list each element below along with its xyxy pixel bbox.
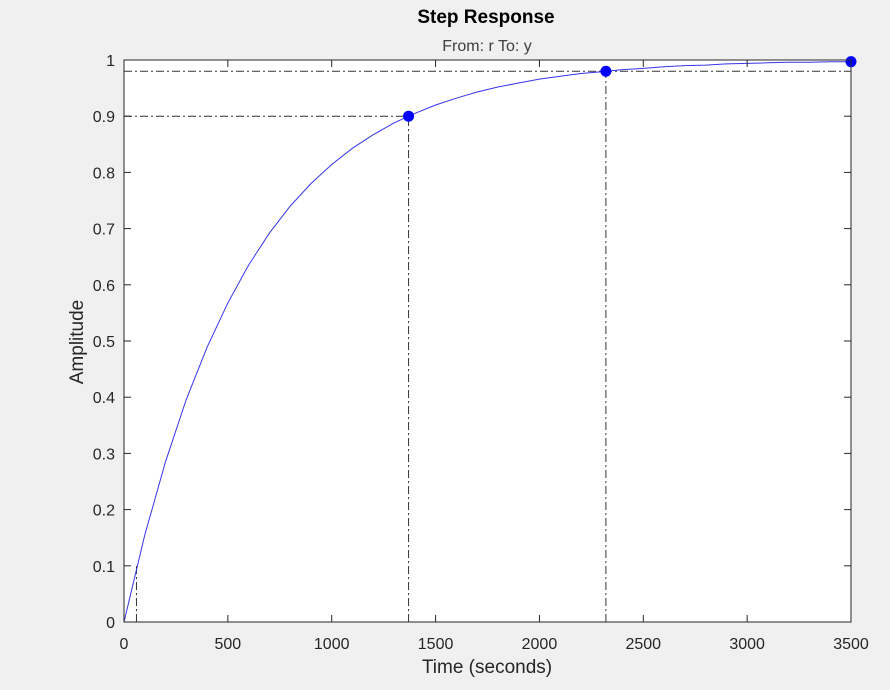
x-tick-label: 1000: [314, 636, 350, 653]
axis-tick-labels: 0 500 1000 1500 2000 2500 3000 3500 0 0.1 0.2 0.3 0.…: [93, 53, 869, 653]
characteristic-marker-1[interactable]: [600, 65, 612, 77]
y-tick-label: 0: [106, 615, 115, 632]
y-tick-label: 0.7: [93, 222, 115, 239]
axis-ticks: [123, 59, 852, 623]
y-axis-label: Amplitude: [67, 300, 88, 385]
y-tick-label: 1: [106, 53, 115, 70]
x-tick-label: 3500: [833, 636, 869, 653]
y-tick-label: 0.6: [93, 278, 115, 295]
chart-subtitle: From: r To: y: [442, 38, 532, 55]
characteristic-marker-0[interactable]: [403, 110, 415, 122]
x-tick-label: 1500: [418, 636, 454, 653]
y-tick-label: 0.9: [93, 109, 115, 126]
characteristic-markers: [403, 56, 857, 122]
y-tick-label: 0.2: [93, 503, 115, 520]
x-tick-label: 2500: [625, 636, 661, 653]
y-tick-label: 0.5: [93, 334, 115, 351]
y-tick-label: 0.1: [93, 559, 115, 576]
x-axis-label: Time (seconds): [422, 657, 552, 678]
y-tick-label: 0.3: [93, 446, 115, 463]
x-tick-label: 0: [120, 636, 129, 653]
x-tick-label: 2000: [522, 636, 558, 653]
plot-area: [124, 60, 851, 622]
x-tick-label: 500: [215, 636, 242, 653]
step-response-line: [123, 61, 851, 623]
chart-title: Step Response: [417, 7, 554, 28]
y-tick-label: 0.4: [93, 390, 115, 407]
x-tick-label: 3000: [729, 636, 765, 653]
y-tick-label: 0.8: [93, 165, 115, 182]
